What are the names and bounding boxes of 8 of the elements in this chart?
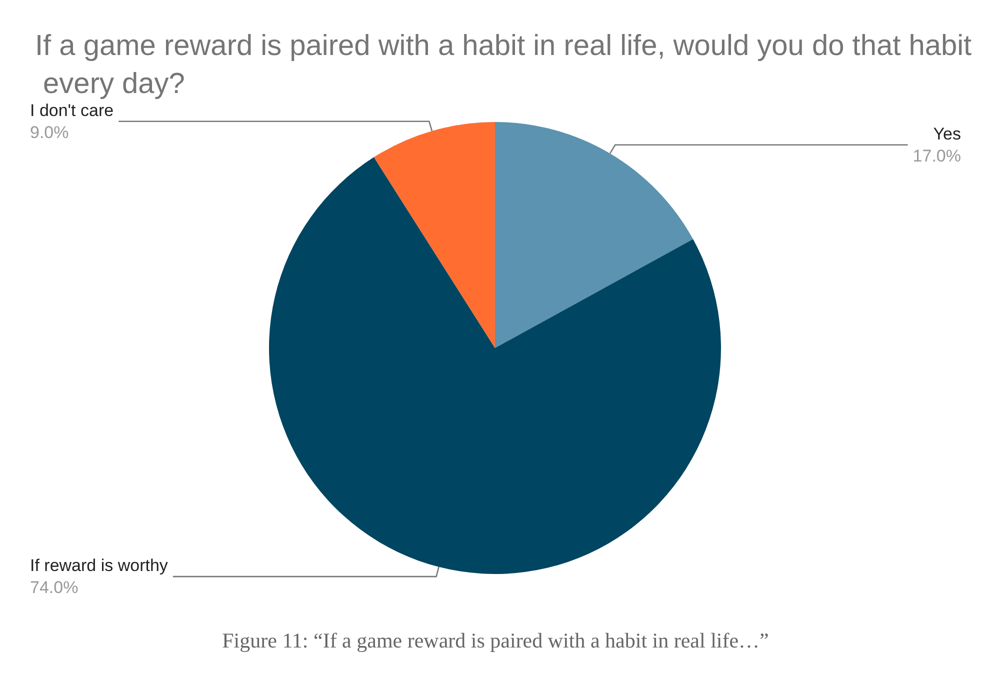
slice-label: I don't care [30, 100, 114, 120]
data-label: 9.0% [30, 122, 69, 142]
caption: Figure 11: “If a game reward is paired with a habit in real life…” [222, 628, 769, 652]
slice-label: If reward is worthy [30, 556, 168, 576]
data-label: 17.0% [912, 146, 961, 166]
slice-label: Yes [933, 124, 961, 144]
chart-title: If a game reward is paired with a habit in real life, would you do that habit every day? [35, 30, 972, 100]
data-label: 74.0% [30, 578, 78, 598]
